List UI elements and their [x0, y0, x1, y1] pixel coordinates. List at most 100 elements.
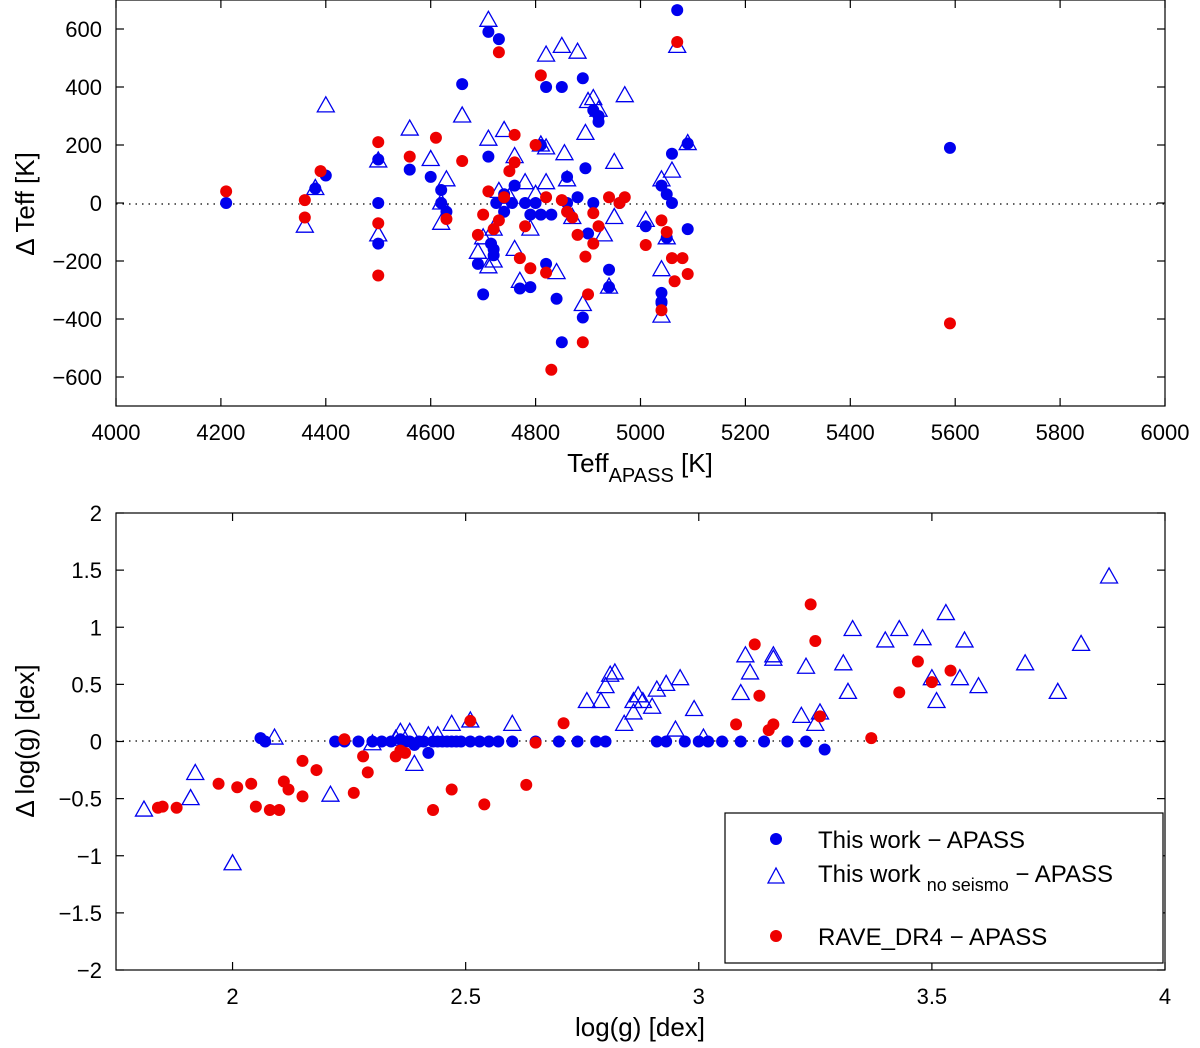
logg-circle-point: [748, 638, 761, 651]
logg-circle-point: [506, 735, 519, 748]
logg-triangle-point: [442, 714, 462, 732]
logg-circle-point: [813, 710, 826, 723]
logg-circle-point: [734, 735, 747, 748]
logg-circle-point: [800, 735, 813, 748]
teff-circle-point: [579, 162, 592, 175]
teff-ytick-label: 400: [65, 75, 102, 100]
logg-circle-point: [478, 798, 491, 811]
teff-circle-point: [482, 150, 495, 163]
teff-circle-point: [681, 137, 694, 150]
logg-triangle-point: [362, 733, 383, 751]
teff-series-2: [220, 36, 956, 376]
logg-x-ticks: 2 2.5 3 3.5 4: [226, 513, 1171, 1009]
teff-circle-point: [603, 263, 616, 276]
teff-circle-point: [508, 156, 521, 169]
logg-triangle-point: [404, 754, 424, 771]
teff-circle-point: [534, 69, 547, 82]
logg-circle-point: [245, 777, 258, 790]
teff-triangle-point: [368, 224, 388, 242]
teff-triangle-point: [316, 95, 336, 113]
logg-circle-point: [296, 790, 309, 803]
teff-circle-point: [660, 188, 673, 201]
teff-xlabel-main: Teff: [567, 448, 609, 478]
teff-triangle-point: [599, 276, 619, 294]
logg-triangle-point: [843, 619, 863, 637]
teff-circle-point: [492, 214, 505, 227]
logg-circle-point: [212, 777, 225, 790]
logg-circle-point: [753, 689, 766, 702]
teff-triangle-point: [478, 256, 499, 274]
logg-panel: 2 2.5 3 3.5 4 −2 −1.5 −1 −0.5 0 0.5 1 1.5 2 Δ log(g)…: [10, 501, 1171, 1042]
logg-triangle-point: [400, 722, 420, 740]
teff-circle-point: [603, 281, 616, 294]
teff-triangle-point: [636, 210, 656, 228]
logg-triangle-point: [731, 683, 751, 701]
teff-circle-point: [456, 78, 469, 91]
logg-circle-point: [767, 718, 780, 731]
teff-circle-point: [519, 197, 532, 209]
teff-triangle-point: [431, 192, 451, 210]
logg-circle-point: [818, 743, 831, 756]
teff-circle-point: [298, 211, 311, 224]
teff-xtick-label: 5400: [826, 420, 875, 445]
teff-triangle-point: [536, 44, 556, 62]
logg-triangle-point: [1071, 634, 1091, 652]
logg-circle-point: [464, 735, 477, 748]
teff-panel: 4000 4200 4400 4600 4800 5000 5200 5400 5600 5800…: [10, 0, 1189, 487]
teff-circle-point: [681, 223, 694, 236]
teff-circle-point: [582, 288, 595, 301]
teff-circle-point: [503, 165, 516, 178]
legend-label-rave: RAVE_DR4 − APASS: [818, 924, 1047, 951]
teff-triangle-point: [651, 169, 672, 187]
teff-circle-point: [618, 191, 631, 204]
teff-circle-point: [665, 197, 678, 209]
teff-circle-point: [529, 197, 542, 209]
teff-triangle-point: [305, 178, 325, 196]
teff-triangle-point: [368, 150, 388, 168]
logg-circle-point: [571, 735, 584, 748]
logg-triangle-point: [926, 691, 947, 709]
teff-circle-point: [403, 163, 416, 176]
teff-triangle-point: [588, 99, 609, 117]
teff-circle-point: [424, 170, 437, 183]
logg-circle-point: [352, 735, 365, 748]
teff-plot-frame: [115, 0, 1166, 407]
teff-triangle-point: [583, 88, 603, 106]
logg-triangle-point: [264, 727, 285, 745]
teff-circle-point: [513, 282, 526, 295]
teff-circle-point: [555, 81, 568, 93]
teff-circle-point: [220, 185, 233, 198]
teff-triangle-point: [578, 91, 598, 109]
teff-circle-point: [482, 185, 495, 198]
teff-xlabel: TeffAPASS [K]: [567, 448, 713, 487]
teff-circle-point: [660, 226, 673, 238]
teff-circle-point: [540, 266, 553, 279]
teff-circle-point: [372, 197, 385, 209]
teff-circle-point: [524, 208, 537, 221]
teff-circle-point: [943, 141, 956, 154]
teff-triangle-point: [515, 172, 535, 190]
logg-circle-point: [911, 655, 924, 668]
teff-circle-point: [545, 208, 558, 221]
logg-triangle-point: [502, 714, 522, 732]
logg-triangle-point: [320, 784, 341, 802]
teff-circle-point: [498, 191, 511, 204]
teff-triangle-point: [421, 149, 441, 167]
logg-ytick-label: 2: [90, 501, 102, 526]
logg-circle-point: [366, 735, 379, 748]
teff-circle-point: [524, 281, 537, 294]
teff-triangle-point: [552, 36, 572, 54]
teff-xlabel-unit: [K]: [674, 448, 713, 478]
logg-triangle-point: [912, 628, 933, 646]
logg-ytick-label: −1: [77, 844, 102, 869]
teff-ylabel: Δ Teff [K]: [10, 152, 40, 256]
teff-triangle-point: [478, 128, 499, 146]
teff-circle-point: [403, 150, 416, 163]
teff-circle-point: [655, 286, 668, 299]
teff-circle-point: [508, 128, 521, 141]
logg-circle-point: [865, 732, 878, 745]
logg-ytick-label: −2: [77, 958, 102, 983]
teff-triangle-point: [573, 294, 593, 312]
teff-xtick-label: 5600: [931, 420, 980, 445]
logg-triangle-point: [950, 668, 970, 686]
